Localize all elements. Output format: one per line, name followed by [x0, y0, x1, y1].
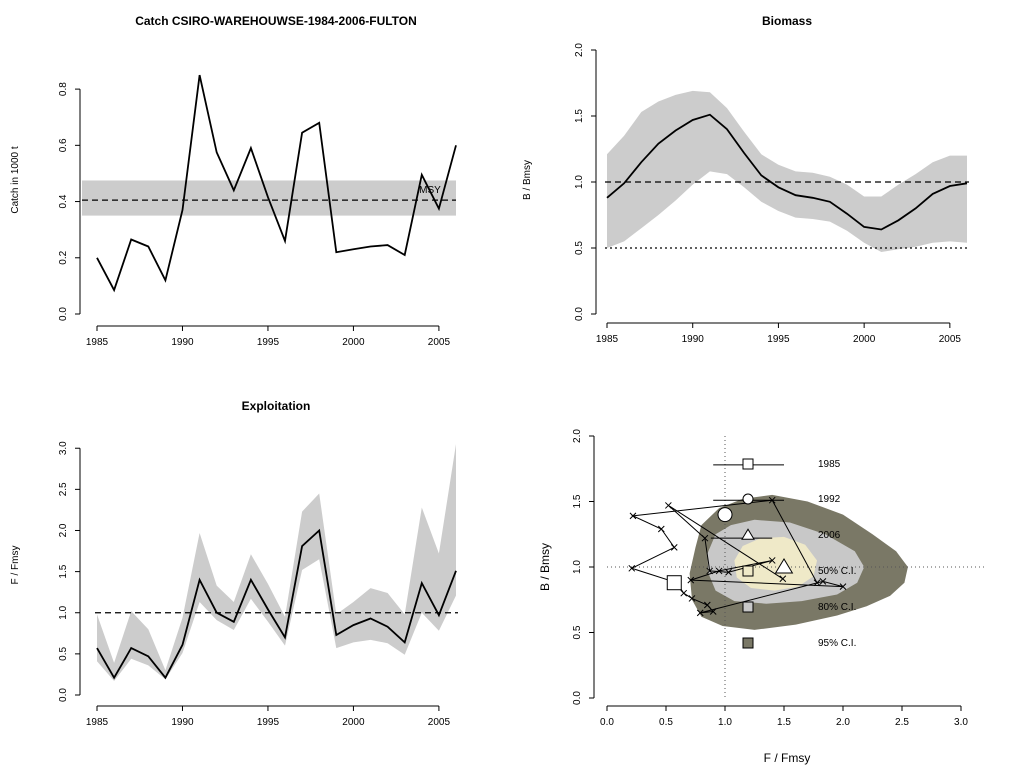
trajectory-point: [680, 589, 688, 597]
y-tick-label: 0.0: [58, 307, 69, 321]
biomass-panel: Biomass B / Bmsy 1985 1990 1995 2000 2005 0.0…: [522, 14, 969, 345]
legend-label: 1992: [818, 494, 841, 505]
legend-square-symbol: [742, 458, 754, 470]
y-tick-label: 1.0: [574, 175, 585, 189]
kobe-x-label: F / Fmsy: [764, 751, 811, 765]
x-tick-label: 2005: [939, 334, 962, 345]
x-tick-label: 1995: [257, 337, 280, 348]
y-tick-label: 0.0: [572, 691, 583, 705]
x-tick-label: 2000: [342, 717, 365, 728]
x-tick-label: 2000: [853, 334, 876, 345]
x-tick-label: 1995: [767, 334, 790, 345]
x-tick-label: 1.0: [718, 717, 732, 728]
confidence-band: [607, 90, 967, 253]
y-tick-label: 1.5: [58, 564, 69, 578]
x-tick-label: 3.0: [954, 717, 968, 728]
trajectory-point: [629, 512, 637, 520]
y-tick-label: 0.2: [58, 250, 69, 264]
msy-label: MSY: [419, 185, 441, 196]
trajectory-point: [706, 567, 714, 575]
y-tick-label: 1.0: [58, 605, 69, 619]
legend-label: 95% C.I.: [818, 638, 856, 649]
triangle-marker: [774, 557, 794, 574]
y-tick-label: 0.5: [572, 625, 583, 639]
x-tick-label: 1990: [171, 337, 194, 348]
legend-square-symbol: [742, 601, 754, 613]
circle-marker: [717, 507, 733, 523]
x-tick-label: 1.5: [777, 717, 791, 728]
trajectory-point: [725, 568, 732, 576]
x-tick-label: 0.5: [659, 717, 673, 728]
y-tick-label: 0.5: [574, 241, 585, 255]
trajectory-point: [688, 595, 696, 602]
series-line: [96, 528, 457, 680]
kobe-y-label: B / Bmsy: [538, 543, 552, 591]
y-tick-label: 2.0: [58, 523, 69, 537]
legend-circle-symbol: [742, 493, 754, 505]
catch-y-label: Catch in 1000 t: [10, 146, 21, 213]
y-tick-label: 2.0: [574, 43, 585, 57]
biomass-y-label: B / Bmsy: [522, 160, 533, 200]
trajectory-point: [670, 543, 678, 551]
trajectory-point: [701, 534, 709, 542]
trajectory-point: [696, 609, 704, 617]
biomass-title: Biomass: [762, 14, 812, 28]
kobe-panel: 0.0 0.5 1.0 1.5 2.0 2.5 3.0 0.0 0.5 1.0 1.5 2.0 1985…: [538, 429, 985, 765]
legend-square-symbol: [742, 565, 754, 577]
catch-title: Catch CSIRO-WAREHOUWSE-1984-2006-FULTON: [135, 14, 417, 28]
square-marker: [666, 575, 682, 591]
confidence-band: [97, 444, 456, 681]
trajectory-point: [628, 564, 636, 572]
exploitation-y-label: F / Fmsy: [10, 546, 21, 585]
y-tick-label: 0.8: [58, 82, 69, 96]
trajectory-point: [665, 502, 672, 509]
x-tick-label: 2000: [342, 337, 365, 348]
catch-panel: Catch CSIRO-WAREHOUWSE-1984-2006-FULTON …: [10, 14, 457, 348]
x-tick-label: 1995: [257, 717, 280, 728]
exploitation-title: Exploitation: [242, 399, 311, 413]
y-tick-label: 0.0: [574, 307, 585, 321]
y-tick-label: 2.5: [58, 482, 69, 496]
trajectory-point: [768, 557, 776, 564]
legend-label: 1985: [818, 459, 841, 470]
y-tick-label: 3.0: [58, 441, 69, 455]
trajectory-point: [813, 579, 821, 587]
trajectory-point: [703, 601, 711, 609]
x-tick-label: 0.0: [600, 717, 614, 728]
y-tick-label: 0.6: [58, 138, 69, 152]
series-line: [606, 113, 968, 231]
y-tick-label: 1.0: [572, 560, 583, 574]
y-tick-label: 0.4: [58, 194, 69, 208]
legend-label: 2006: [818, 530, 841, 541]
exploitation-panel: Exploitation F / Fmsy 1985 1990 1995 2000 20…: [10, 399, 458, 728]
x-tick-label: 1985: [86, 337, 109, 348]
legend-label: 80% C.I.: [818, 602, 856, 613]
x-tick-label: 2005: [428, 337, 451, 348]
ci50-region: [734, 536, 817, 591]
y-tick-label: 1.5: [572, 494, 583, 508]
x-tick-label: 1990: [171, 717, 194, 728]
x-tick-label: 2005: [428, 717, 451, 728]
legend-triangle-symbol: [741, 528, 755, 540]
trajectory-point: [779, 575, 787, 583]
y-tick-label: 0.0: [58, 688, 69, 702]
y-tick-label: 0.5: [58, 646, 69, 660]
trajectory-point: [819, 578, 827, 585]
y-tick-label: 2.0: [572, 429, 583, 443]
trajectory-point: [709, 608, 717, 615]
x-tick-label: 2.5: [895, 717, 909, 728]
legend-label: 50% C.I.: [818, 566, 856, 577]
legend-square-symbol: [742, 637, 754, 649]
x-tick-label: 1985: [86, 717, 109, 728]
trajectory-point: [687, 576, 695, 584]
trajectory-point: [657, 525, 665, 533]
x-tick-label: 1990: [682, 334, 705, 345]
catch-series-line: [96, 74, 457, 293]
y-tick-label: 1.5: [574, 109, 585, 123]
x-tick-label: 2.0: [836, 717, 850, 728]
x-tick-label: 1985: [596, 334, 619, 345]
trajectory-point: [715, 567, 723, 575]
trajectory-point: [839, 583, 847, 591]
